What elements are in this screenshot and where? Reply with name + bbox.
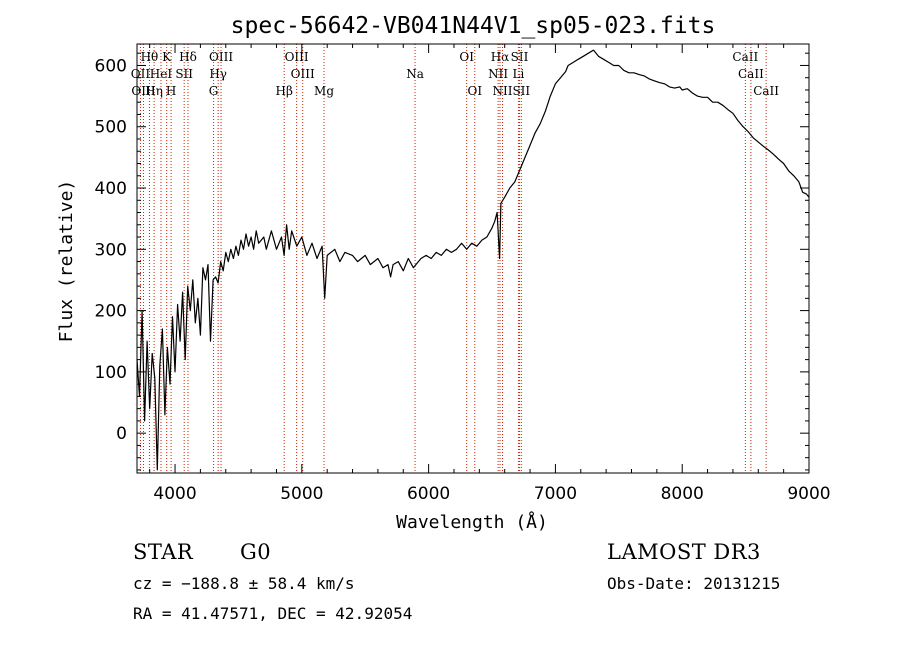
line-marker-label: NII (493, 84, 513, 98)
line-marker-label: CaII (753, 84, 779, 98)
line-marker-label: OIII (285, 50, 309, 64)
line-marker-label: SII (512, 84, 530, 98)
line-marker-label: OIII (291, 67, 315, 81)
line-marker-label: OI (459, 50, 474, 64)
y-tick-label: 600 (95, 56, 127, 76)
y-tick-label: 200 (95, 302, 127, 322)
y-axis-label: Flux (relative) (56, 180, 77, 343)
chart-title: spec-56642-VB041N44V1_sp05-023.fits (231, 13, 716, 39)
x-tick-label: 7000 (534, 484, 577, 504)
x-tick-label: 6000 (407, 484, 450, 504)
x-tick-label: 8000 (661, 484, 704, 504)
line-marker-label: Na (406, 67, 424, 81)
line-marker-label: SII (175, 67, 193, 81)
series-layer (136, 49, 810, 471)
line-marker-label: CaII (732, 50, 758, 64)
line-marker-label: K (162, 50, 172, 64)
line-marker-label: Hβ (276, 84, 293, 98)
x-tick-label: 4000 (153, 484, 196, 504)
line-marker-label: OIII (131, 84, 155, 98)
axes: 4000 5000 6000 7000 8000 9000 0 100 200 300 400 500… (95, 43, 831, 504)
line-marker-label: Li (512, 67, 524, 81)
line-marker-label: Hγ (209, 67, 227, 81)
y-tick-label: 500 (95, 118, 127, 138)
line-marker-label: OII (131, 67, 151, 81)
line-marker-label: NII (488, 67, 508, 81)
line-marker-label: Hα (491, 50, 510, 64)
flux-line-0 (136, 49, 810, 471)
line-marker-label: H (166, 84, 176, 98)
line-marker-label: Mg (314, 84, 334, 98)
object-class: STAR (133, 540, 194, 564)
line-marker-label: SII (511, 50, 529, 64)
plot-frame (136, 43, 810, 474)
survey-name: LAMOST DR3 (607, 540, 761, 564)
line-marker-label: Hδ (179, 50, 197, 64)
redshift-info: cz = −188.8 ± 58.4 km/s (133, 574, 355, 593)
obs-date: Obs-Date: 20131215 (607, 574, 781, 593)
coordinates: RA = 41.47571, DEC = 42.92054 (133, 604, 413, 623)
line-marker-label: CaII (738, 67, 764, 81)
object-subclass: G0 (240, 540, 272, 564)
line-marker-label: G (209, 84, 219, 98)
y-tick-label: 400 (95, 179, 127, 199)
line-marker-label: OIII (209, 50, 233, 64)
line-marker-label: OI (467, 84, 482, 98)
y-tick-label: 0 (116, 424, 127, 444)
y-tick-label: 300 (95, 240, 127, 260)
line-marker-label: HeI (150, 67, 173, 81)
line-marker-label: Hη (145, 84, 163, 98)
y-tick-label: 100 (95, 363, 127, 383)
x-axis-label: Wavelength (Å) (396, 511, 548, 533)
x-tick-label: 5000 (280, 484, 323, 504)
x-tick-label: 9000 (787, 484, 830, 504)
